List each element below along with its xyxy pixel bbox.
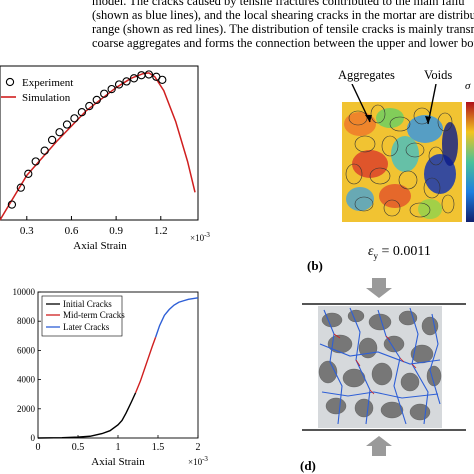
chart-c-ticks: 0 0.5 1 1.5 2 0 2000 4000 6000 8000 10000 [13, 287, 201, 453]
chart-c-xtick-label: 1.5 [152, 442, 165, 453]
map-patches [344, 108, 458, 219]
simulation-line [0, 72, 196, 221]
experiment-point [7, 200, 17, 209]
aggregates-arrowhead [365, 115, 372, 122]
experiment-point [31, 157, 40, 166]
chart-c-xtick-label: 0 [36, 442, 41, 453]
chart-c-ytick-label: 6000 [17, 345, 36, 355]
paragraph-line-3: range (shown as red lines). The distribu… [92, 22, 474, 36]
experiment-point [92, 95, 101, 105]
experiment-point [129, 74, 139, 83]
chart-a-xtick-label: 0.9 [109, 225, 123, 237]
chart-a-xticks: 0.3 0.6 0.9 1.2 [20, 216, 168, 237]
paragraph-line-1: model. The cracks caused by tensile frac… [92, 0, 465, 8]
experiment-point [100, 89, 109, 98]
chart-a-series [0, 70, 196, 221]
paragraph-line-2: (shown as blue lines), and the local she… [92, 8, 474, 22]
crack-series-line [37, 392, 137, 439]
specimen-figure [302, 278, 466, 456]
label-voids: Voids [424, 68, 453, 82]
shear-cracks [333, 333, 417, 395]
legend-mid: Mid-term Cracks [63, 310, 125, 320]
chart-c: 0 0.5 1 1.5 2 0 2000 4000 6000 8000 10000 Initial … [13, 287, 209, 468]
aggregate-outlines [345, 104, 455, 218]
experiment-point [40, 146, 49, 155]
experiment-point [24, 169, 33, 178]
chart-c-ytick-label: 10000 [13, 287, 36, 297]
chart-c-ytick-label: 0 [31, 433, 36, 443]
experiment-point [47, 135, 57, 145]
chart-a-xtick-label: 1.2 [154, 225, 168, 237]
chart-c-xlabel: Axial Strain [91, 456, 145, 468]
chart-a-xtick-label: 0.3 [20, 225, 34, 237]
stress-field-map [342, 84, 474, 222]
chart-c-xtick-label: 1 [116, 442, 121, 453]
strain-annotation: εy = 0.0011 [368, 244, 431, 261]
chart-c-ytick-label: 2000 [17, 404, 36, 414]
chart-c-ytick-label: 4000 [17, 375, 36, 385]
legend-initial: Initial Cracks [63, 299, 112, 309]
experiment-point [122, 77, 131, 86]
chart-a: 0.3 0.6 0.9 1.2 Experiment Simulation Axial… [0, 65, 210, 250]
panel-d-tag: (d) [300, 458, 316, 473]
experiment-point [55, 128, 64, 137]
chart-c-legend [41, 295, 123, 337]
chart-a-frame [0, 65, 199, 221]
legend-later: Later Cracks [63, 322, 110, 332]
specimen-aggregates [318, 309, 442, 421]
experiment-point [107, 84, 116, 94]
experiment-point [144, 70, 154, 79]
chart-c-xtick-label: 2 [196, 442, 201, 453]
crack-series-line [154, 297, 199, 338]
legend-simulation: Simulation [22, 92, 71, 104]
panel-b-tag: (b) [307, 258, 323, 273]
chart-c-xtick-label: 0.5 [72, 442, 85, 453]
chart-a-xtick-label: 0.6 [65, 225, 79, 237]
experiment-point [158, 75, 167, 85]
experiment-point [16, 183, 25, 192]
experiment-point [85, 101, 94, 111]
chart-c-ytick-label: 8000 [17, 316, 36, 326]
chart-a-multiplier: ×10-3 [190, 231, 210, 243]
chart-c-series [37, 297, 199, 439]
experiment-point [114, 80, 124, 89]
label-aggregates: Aggregates [338, 68, 395, 82]
bottom-load-arrow [366, 436, 392, 456]
paragraph-line-4: coarse aggregates and forms the connecti… [92, 36, 474, 50]
sigma-label: σ [465, 80, 471, 92]
legend-marker-experiment [5, 77, 15, 87]
experiment-point [77, 108, 87, 117]
top-load-arrow [366, 278, 392, 298]
experiment-point [62, 120, 72, 129]
chart-c-multiplier: ×10-3 [188, 455, 208, 467]
voids-arrowhead [425, 116, 431, 124]
legend-experiment: Experiment [22, 77, 73, 89]
colorbar [466, 102, 474, 222]
experiment-point [70, 114, 79, 123]
crack-series-line [134, 337, 157, 394]
chart-a-xlabel: Axial Strain [73, 240, 127, 250]
